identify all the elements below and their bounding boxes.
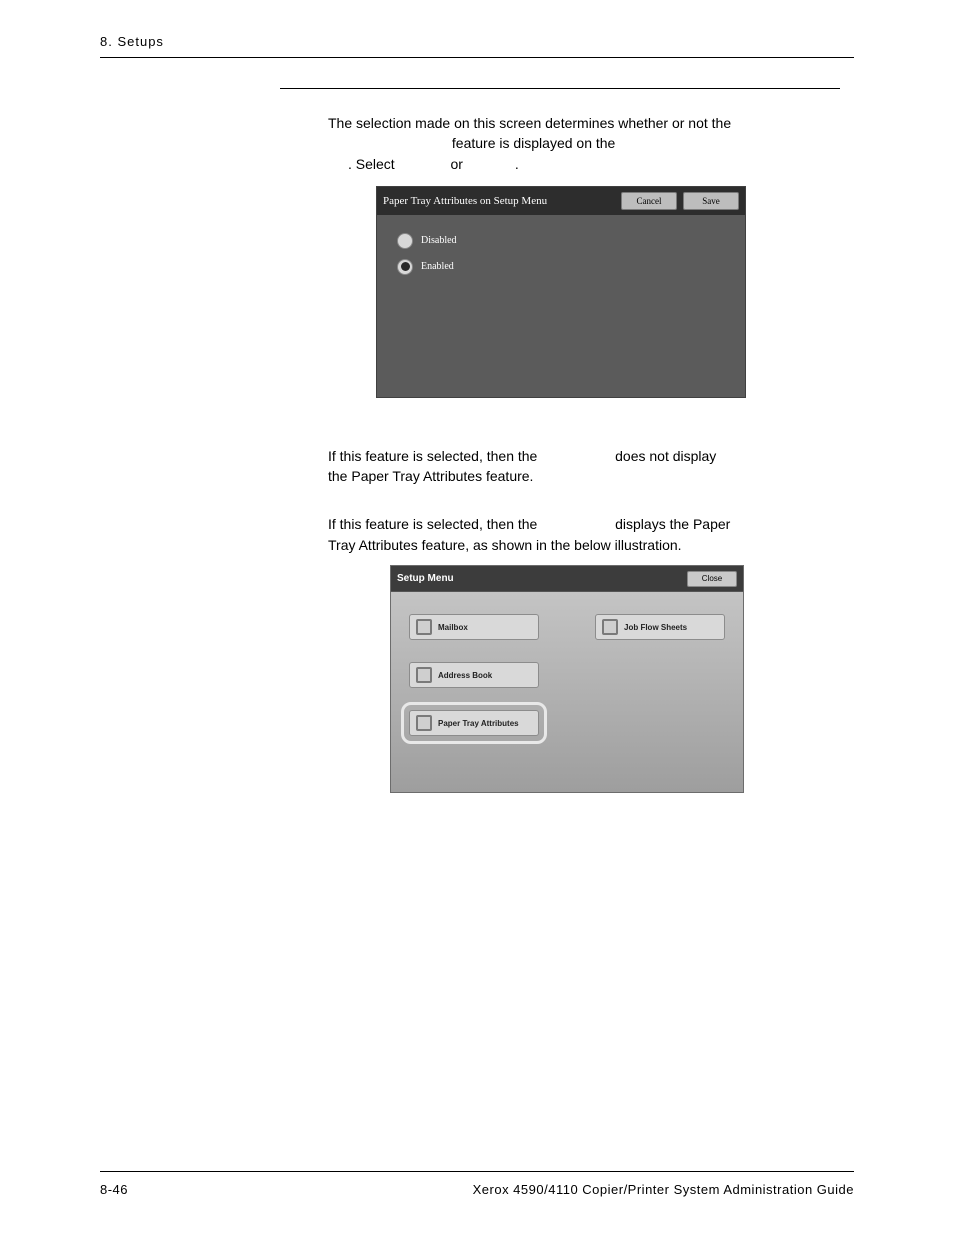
close-button[interactable]: Close — [687, 571, 737, 587]
radio-circle-disabled — [397, 233, 413, 249]
mailbox-button[interactable]: Mailbox — [409, 614, 539, 640]
enabled-c: Tray Attributes feature, as shown in the… — [328, 537, 682, 553]
save-button[interactable]: Save — [683, 192, 739, 210]
shot2-body: Mailbox Job Flow Sheets Address Book Pap… — [391, 592, 743, 792]
screenshot-setup-menu: Setup Menu Close Mailbox Job Flow Sheets… — [390, 565, 744, 793]
intro-line3: . Select — [348, 156, 399, 172]
jobflow-icon — [602, 619, 618, 635]
doc-title: Xerox 4590/4110 Copier/Printer System Ad… — [473, 1182, 854, 1197]
enabled-a: If this feature is selected, then the — [328, 516, 541, 532]
intro-end: . — [515, 156, 519, 172]
radio-enabled[interactable]: Enabled — [397, 259, 725, 275]
radio-disabled[interactable]: Disabled — [397, 233, 725, 249]
shot1-body: Disabled Enabled — [377, 215, 745, 303]
top-rule — [280, 88, 840, 89]
mailbox-label: Mailbox — [438, 623, 468, 632]
enabled-b: displays the Paper — [615, 516, 730, 532]
address-button[interactable]: Address Book — [409, 662, 539, 688]
shot1-buttons: Cancel Save — [621, 192, 739, 210]
intro-line2-mid: feature is displayed on the — [448, 135, 615, 151]
intro-line1: The selection made on this screen determ… — [328, 115, 731, 131]
cancel-button[interactable]: Cancel — [621, 192, 677, 210]
shot1-header: Paper Tray Attributes on Setup Menu Canc… — [377, 187, 745, 215]
page-number: 8-46 — [100, 1182, 128, 1197]
disabled-section: If this feature is selected, then the do… — [328, 446, 840, 487]
address-label: Address Book — [438, 671, 492, 680]
radio-label-disabled: Disabled — [421, 235, 457, 246]
enabled-section: If this feature is selected, then the di… — [328, 514, 840, 555]
radio-label-enabled: Enabled — [421, 261, 454, 272]
disabled-a: If this feature is selected, then the — [328, 448, 541, 464]
shot1-title: Paper Tray Attributes on Setup Menu — [383, 195, 547, 207]
shot2-header: Setup Menu Close — [391, 566, 743, 592]
paper-tray-icon — [416, 715, 432, 731]
address-icon — [416, 667, 432, 683]
intro-paragraph: The selection made on this screen determ… — [328, 113, 840, 174]
mailbox-icon — [416, 619, 432, 635]
disabled-b: does not display — [615, 448, 716, 464]
paper-tray-button[interactable]: Paper Tray Attributes — [409, 710, 539, 736]
shot2-title: Setup Menu — [397, 573, 454, 584]
radio-circle-enabled — [397, 259, 413, 275]
intro-or: or — [447, 156, 467, 172]
page-header: 8. Setups — [100, 34, 854, 58]
jobflow-button[interactable]: Job Flow Sheets — [595, 614, 725, 640]
paper-tray-label: Paper Tray Attributes — [438, 719, 519, 728]
jobflow-label: Job Flow Sheets — [624, 623, 687, 632]
chapter-label: 8. Setups — [100, 34, 164, 49]
screenshot-paper-tray-attributes: Paper Tray Attributes on Setup Menu Canc… — [376, 186, 746, 398]
page-footer: 8-46 Xerox 4590/4110 Copier/Printer Syst… — [100, 1171, 854, 1197]
disabled-c: the Paper Tray Attributes feature. — [328, 468, 533, 484]
main-content: The selection made on this screen determ… — [280, 88, 840, 793]
